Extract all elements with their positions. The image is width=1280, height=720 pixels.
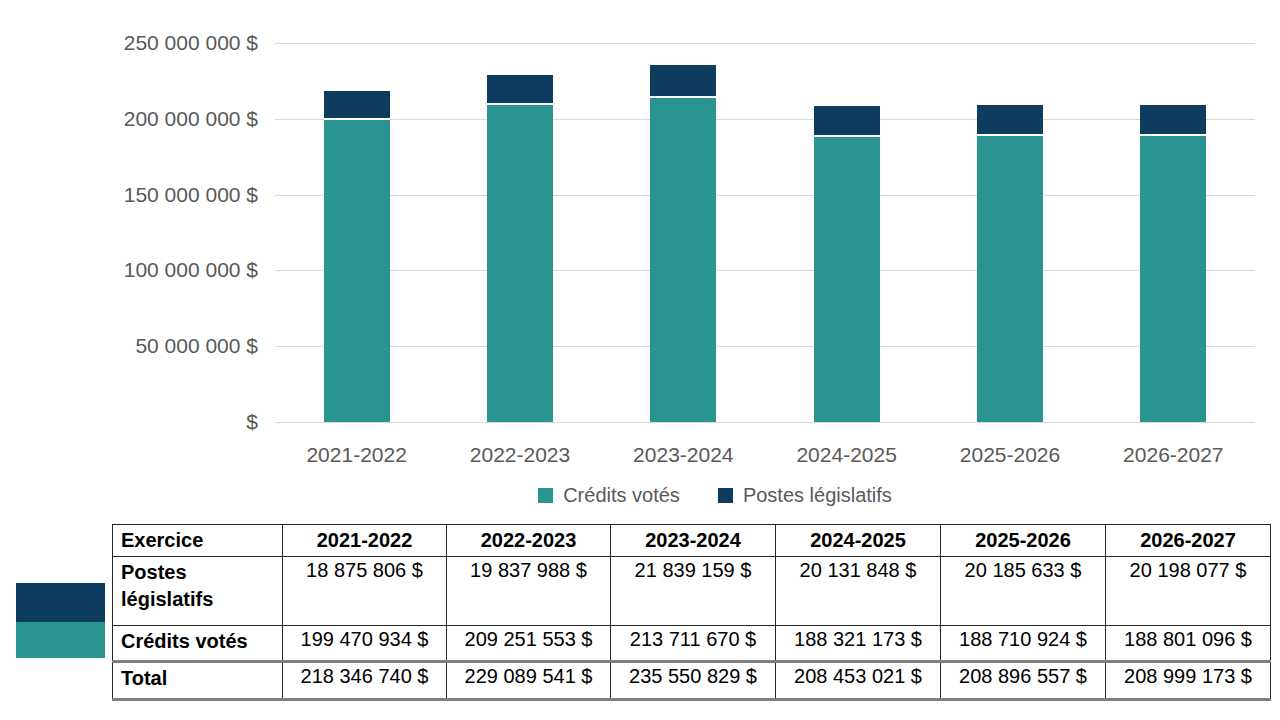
bar-segment-postes-legislatifs (487, 75, 553, 105)
x-axis-category-label: 2026-2027 (1091, 443, 1255, 467)
bar-segment-credits-votes (977, 136, 1043, 422)
y-axis-tick-label: $ (0, 410, 258, 434)
bar-segment-credits-votes (324, 120, 390, 422)
table-row-label: Crédits votés (113, 626, 283, 662)
table-header-year: 2026-2027 (1106, 525, 1271, 557)
table-value-cell: 229 089 541 $ (447, 662, 611, 700)
bar-segment-postes-legislatifs (324, 91, 390, 120)
data-table: Exercice2021-20222022-20232023-20242024-… (112, 524, 1271, 701)
table-header-year: 2023-2024 (611, 525, 776, 557)
table-header-row: Exercice2021-20222022-20232023-20242024-… (113, 525, 1271, 557)
x-axis-category-label: 2025-2026 (928, 443, 1092, 467)
legend-swatch-credits-votes-icon (538, 488, 553, 503)
table-value-cell: 20 131 848 $ (776, 557, 941, 626)
bar-segment-credits-votes (487, 105, 553, 422)
table-value-cell: 18 875 806 $ (283, 557, 447, 626)
table-header-exercice: Exercice (113, 525, 283, 557)
bar-segment-credits-votes (814, 137, 880, 422)
table-value-cell: 208 453 021 $ (776, 662, 941, 700)
table-row: Crédits votés199 470 934 $209 251 553 $2… (113, 626, 1271, 662)
y-gridline (275, 270, 1255, 271)
table-row: Postes législatifs18 875 806 $19 837 988… (113, 557, 1271, 626)
chart-legend: Crédits votés Postes législatifs (275, 484, 1155, 507)
table-value-cell: 218 346 740 $ (283, 662, 447, 700)
table-row-label: Postes législatifs (113, 557, 283, 626)
y-gridline (275, 422, 1255, 423)
x-axis-category-label: 2021-2022 (275, 443, 439, 467)
table-value-cell: 188 321 173 $ (776, 626, 941, 662)
table-header-year: 2022-2023 (447, 525, 611, 557)
y-axis-tick-label: 50 000 000 $ (0, 334, 258, 358)
table-value-cell: 20 198 077 $ (1106, 557, 1271, 626)
table-row: Total218 346 740 $229 089 541 $235 550 8… (113, 662, 1271, 700)
y-gridline (275, 346, 1255, 347)
table-value-cell: 208 999 173 $ (1106, 662, 1271, 700)
table-row-swatch-credits-votes (16, 622, 105, 658)
y-axis-tick-label: 200 000 000 $ (0, 107, 258, 131)
table-header-year: 2025-2026 (941, 525, 1106, 557)
bar-segment-credits-votes (1140, 136, 1206, 422)
bar-segment-credits-votes (650, 98, 716, 422)
legend-swatch-postes-legislatifs-icon (718, 488, 733, 503)
legend-item: Postes législatifs (718, 484, 892, 507)
bar-segment-postes-legislatifs (977, 105, 1043, 136)
table-header-year: 2024-2025 (776, 525, 941, 557)
table-row-swatch-postes-legislatifs (16, 583, 105, 622)
table-value-cell: 20 185 633 $ (941, 557, 1106, 626)
y-gridline (275, 119, 1255, 120)
table-value-cell: 19 837 988 $ (447, 557, 611, 626)
x-axis-category-label: 2022-2023 (438, 443, 602, 467)
y-axis-tick-label: 100 000 000 $ (0, 258, 258, 282)
y-axis-tick-label: 250 000 000 $ (0, 31, 258, 55)
table-value-cell: 213 711 670 $ (611, 626, 776, 662)
bar-segment-postes-legislatifs (1140, 105, 1206, 136)
table-value-cell: 235 550 829 $ (611, 662, 776, 700)
x-axis-category-label: 2024-2025 (765, 443, 929, 467)
y-gridline (275, 195, 1255, 196)
bar-segment-postes-legislatifs (814, 106, 880, 137)
table-value-cell: 188 801 096 $ (1106, 626, 1271, 662)
table-value-cell: 199 470 934 $ (283, 626, 447, 662)
y-axis-tick-label: 150 000 000 $ (0, 183, 258, 207)
bar-segment-postes-legislatifs (650, 65, 716, 98)
table-row-label: Total (113, 662, 283, 700)
legend-item: Crédits votés (538, 484, 680, 507)
table-value-cell: 188 710 924 $ (941, 626, 1106, 662)
y-gridline (275, 43, 1255, 44)
x-axis-category-label: 2023-2024 (601, 443, 765, 467)
table-value-cell: 209 251 553 $ (447, 626, 611, 662)
table-header-year: 2021-2022 (283, 525, 447, 557)
chart-and-table-page: $50 000 000 $ 100 000 000 $ 150 000 000 $ 2… (0, 0, 1280, 720)
legend-label: Postes législatifs (743, 484, 892, 507)
table-value-cell: 21 839 159 $ (611, 557, 776, 626)
legend-label: Crédits votés (563, 484, 680, 507)
table-value-cell: 208 896 557 $ (941, 662, 1106, 700)
